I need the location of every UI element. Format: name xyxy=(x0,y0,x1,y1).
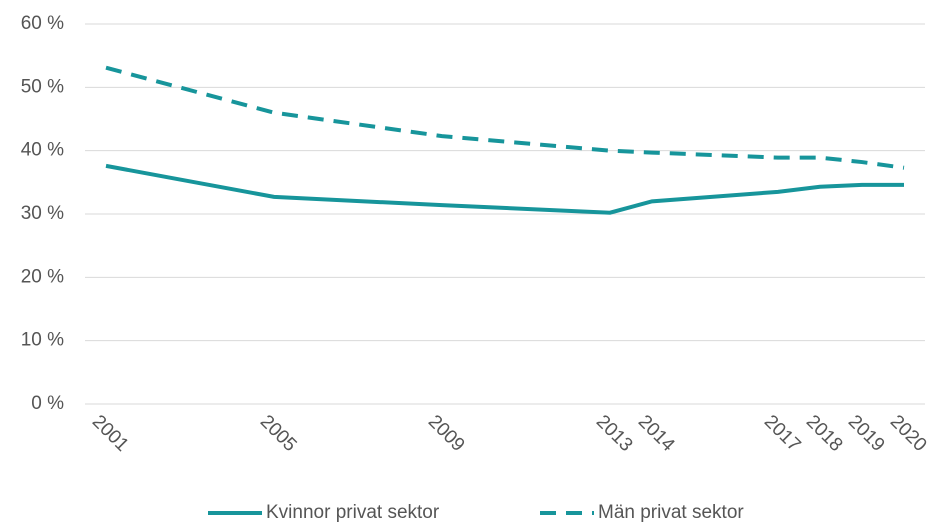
x-tick-label: 2013 xyxy=(592,411,637,456)
y-tick-label: 50 % xyxy=(21,76,64,97)
x-tick-label: 2019 xyxy=(844,411,889,456)
series-line xyxy=(105,65,905,170)
y-tick-label: 30 % xyxy=(21,203,64,224)
legend-label: Kvinnor privat sektor xyxy=(266,502,440,523)
x-tick-label: 2009 xyxy=(424,411,469,456)
y-tick-label: 60 % xyxy=(21,13,64,34)
x-tick-label: 2001 xyxy=(88,411,133,456)
x-tick-label: 2020 xyxy=(886,411,931,456)
x-tick-label: 2005 xyxy=(256,411,301,456)
y-tick-label: 0 % xyxy=(31,393,64,414)
x-tick-label: 2017 xyxy=(760,411,805,456)
x-tick-label: 2018 xyxy=(802,411,847,456)
legend-label: Män privat sektor xyxy=(598,502,744,523)
y-tick-label: 10 % xyxy=(21,330,64,351)
y-tick-label: 20 % xyxy=(21,266,64,287)
x-tick-label: 2014 xyxy=(634,411,679,456)
y-tick-label: 40 % xyxy=(21,140,64,161)
series-line xyxy=(105,163,904,215)
